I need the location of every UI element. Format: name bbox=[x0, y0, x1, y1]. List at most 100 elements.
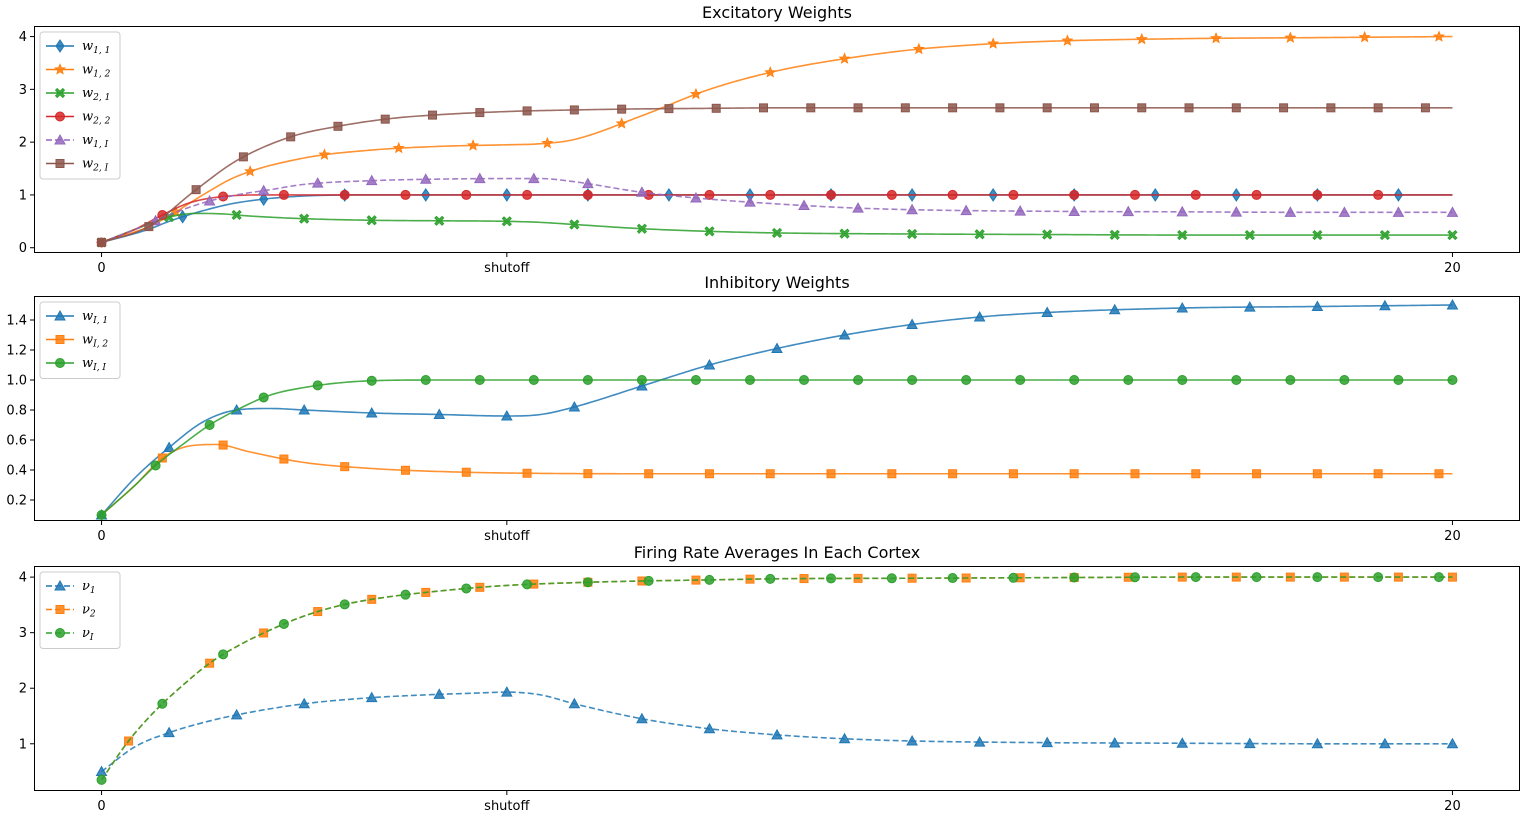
legend-marker bbox=[55, 111, 65, 122]
data-point bbox=[826, 189, 837, 200]
data-point bbox=[433, 688, 446, 699]
x-tick-label: shutoff bbox=[484, 261, 530, 276]
data-point bbox=[1326, 103, 1336, 113]
legend-label: w2, I bbox=[82, 157, 109, 174]
data-point bbox=[886, 573, 897, 584]
data-point bbox=[758, 103, 768, 113]
legend-symbol: w bbox=[82, 309, 93, 324]
data-point bbox=[157, 698, 168, 709]
data-point bbox=[853, 103, 863, 113]
data-point bbox=[257, 184, 270, 196]
series-5 bbox=[101, 172, 1459, 244]
y-tick-label: 0.8 bbox=[6, 404, 27, 419]
data-point bbox=[1311, 300, 1324, 311]
data-point bbox=[852, 202, 864, 213]
data-point bbox=[887, 469, 897, 479]
plot-frame bbox=[34, 566, 1520, 791]
legend-marker bbox=[55, 39, 65, 53]
x-tick-label: 20 bbox=[1444, 529, 1461, 544]
data-point bbox=[163, 441, 175, 452]
data-point bbox=[704, 469, 714, 479]
data-point bbox=[1392, 206, 1405, 217]
data-point bbox=[906, 318, 918, 329]
data-point bbox=[312, 380, 323, 391]
data-point bbox=[475, 108, 485, 118]
series-line bbox=[101, 107, 1453, 244]
legend-marker bbox=[54, 133, 66, 145]
data-point bbox=[286, 132, 296, 142]
subplot-2: Inhibitory Weights 0.2 0.4 0.6 0.8 1.0 1.2 1.4 0… bbox=[6, 273, 1520, 544]
data-point bbox=[583, 469, 593, 479]
data-point bbox=[973, 736, 986, 747]
legend-subscript: 2, 2 bbox=[92, 117, 110, 127]
data-point bbox=[1129, 572, 1140, 583]
data-point bbox=[799, 375, 810, 385]
y-tick-label: 2 bbox=[19, 136, 27, 151]
data-point bbox=[947, 189, 958, 200]
data-point bbox=[744, 196, 756, 207]
data-point bbox=[617, 104, 627, 114]
data-point bbox=[948, 103, 958, 113]
data-point bbox=[144, 222, 154, 232]
data-point bbox=[527, 172, 540, 184]
data-point bbox=[568, 400, 581, 412]
data-point bbox=[744, 375, 755, 385]
series-line bbox=[100, 576, 1453, 781]
legend-subscript: I bbox=[89, 633, 94, 643]
data-point bbox=[1373, 189, 1384, 200]
data-point bbox=[636, 712, 648, 724]
x-tick-label: 0 bbox=[97, 799, 105, 814]
legend-subscript: 1, 2 bbox=[93, 70, 110, 80]
data-point bbox=[1068, 205, 1081, 216]
data-point bbox=[1284, 206, 1297, 217]
data-point bbox=[238, 152, 248, 162]
data-point bbox=[853, 375, 864, 385]
data-point bbox=[528, 375, 539, 385]
series-6 bbox=[97, 103, 1453, 247]
data-point bbox=[1176, 737, 1189, 748]
data-point bbox=[764, 66, 777, 78]
legend-marker bbox=[55, 628, 65, 638]
data-point bbox=[664, 104, 674, 114]
data-point bbox=[191, 185, 201, 195]
data-point bbox=[1061, 34, 1074, 46]
data-point bbox=[298, 403, 311, 415]
data-point bbox=[401, 465, 410, 475]
data-point bbox=[420, 375, 431, 386]
legend-symbol: ν bbox=[82, 579, 90, 594]
data-point bbox=[1008, 469, 1018, 479]
series-line bbox=[101, 379, 1453, 516]
data-point bbox=[157, 453, 167, 463]
data-point bbox=[995, 103, 1005, 113]
data-point bbox=[1190, 189, 1201, 200]
data-point bbox=[1191, 469, 1201, 479]
y-tick-label: 1.2 bbox=[6, 344, 27, 359]
data-point bbox=[500, 686, 513, 697]
series-3 bbox=[96, 375, 1458, 520]
legend-marker bbox=[55, 358, 65, 368]
data-point bbox=[886, 189, 897, 200]
data-point bbox=[838, 52, 851, 64]
chart-title: Excitatory Weights bbox=[702, 3, 852, 22]
data-point bbox=[1339, 375, 1350, 385]
series-1 bbox=[95, 686, 1459, 777]
y-tick-label: 4 bbox=[19, 30, 27, 45]
data-point bbox=[798, 199, 810, 211]
data-point bbox=[569, 219, 580, 230]
series-line bbox=[101, 194, 1453, 244]
data-point bbox=[1432, 30, 1445, 42]
data-point bbox=[582, 577, 593, 588]
chart-title: Inhibitory Weights bbox=[704, 273, 849, 292]
data-point bbox=[340, 462, 350, 472]
data-point bbox=[204, 420, 215, 430]
data-point bbox=[1447, 229, 1458, 241]
data-point bbox=[1008, 572, 1019, 583]
data-point bbox=[636, 375, 647, 385]
data-point bbox=[771, 227, 783, 239]
legend-marker bbox=[54, 87, 66, 99]
legend-subscript: 1 bbox=[90, 586, 96, 596]
data-point bbox=[1129, 189, 1140, 200]
data-point bbox=[1285, 375, 1296, 385]
data-point bbox=[1279, 103, 1289, 113]
data-point bbox=[380, 114, 390, 124]
